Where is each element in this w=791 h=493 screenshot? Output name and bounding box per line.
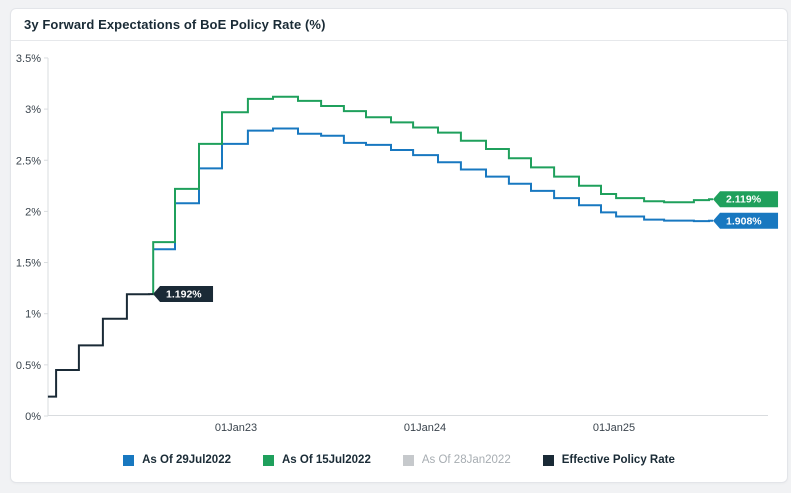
y-tick-label: 3% (25, 104, 41, 116)
legend-item-effective-policy-rate[interactable]: Effective Policy Rate (542, 454, 675, 466)
series-line-dark (47, 293, 153, 398)
x-tick-label: 01Jan25 (593, 422, 635, 434)
legend-color-chip (542, 454, 554, 466)
legend-item-as-of-29jul2022[interactable]: As Of 29Jul2022 (123, 454, 231, 466)
series-end-label: 1.192% (166, 289, 202, 301)
x-tick-label: 01Jan23 (215, 422, 257, 434)
y-tick-label: 2.5% (16, 155, 41, 167)
chart-title: 3y Forward Expectations of BoE Policy Ra… (24, 17, 326, 32)
chart-canvas[interactable]: 3.5% 3% 2.5% 2% 1.5% 1% 0.5% 0% 01Jan23 01Jan24 01… (11, 42, 787, 442)
series-line-blue (153, 127, 713, 251)
x-tick-label: 01Jan24 (404, 422, 446, 434)
legend-item-as-of-15jul2022[interactable]: As Of 15Jul2022 (262, 454, 371, 466)
y-tick-label: 0.5% (16, 360, 41, 372)
series-line-green (152, 95, 713, 296)
series-end-tag-green: 2.119% (713, 191, 779, 208)
series-end-tag-dark: 1.192% (153, 286, 214, 303)
series-end-tag-blue: 1.908% (713, 212, 779, 229)
chart-title-bar: 3y Forward Expectations of BoE Policy Ra… (11, 9, 787, 41)
legend: As Of 29Jul2022 As Of 15Jul2022 As Of 28… (11, 454, 787, 466)
legend-label: As Of 28Jan2022 (421, 454, 511, 466)
y-tick-label: 1% (25, 309, 41, 321)
legend-color-chip (262, 454, 274, 466)
legend-color-chip (402, 454, 414, 466)
legend-label: Effective Policy Rate (561, 454, 675, 466)
legend-color-chip (123, 454, 135, 466)
legend-label: As Of 15Jul2022 (281, 454, 371, 466)
legend-item-as-of-28jan2022[interactable]: As Of 28Jan2022 (402, 454, 511, 466)
series-end-label: 2.119% (726, 194, 762, 206)
y-tick-label: 2% (25, 206, 41, 218)
y-tick-label: 3.5% (16, 53, 41, 65)
y-tick-label: 1.5% (16, 258, 41, 270)
chart-plot-area[interactable]: 3.5% 3% 2.5% 2% 1.5% 1% 0.5% 0% 01Jan23 01Jan24 01… (11, 42, 787, 442)
chart-card: 3y Forward Expectations of BoE Policy Ra… (10, 8, 788, 483)
legend-label: As Of 29Jul2022 (142, 454, 231, 466)
y-tick-label: 0% (25, 411, 41, 423)
series-end-label: 1.908% (726, 215, 762, 227)
